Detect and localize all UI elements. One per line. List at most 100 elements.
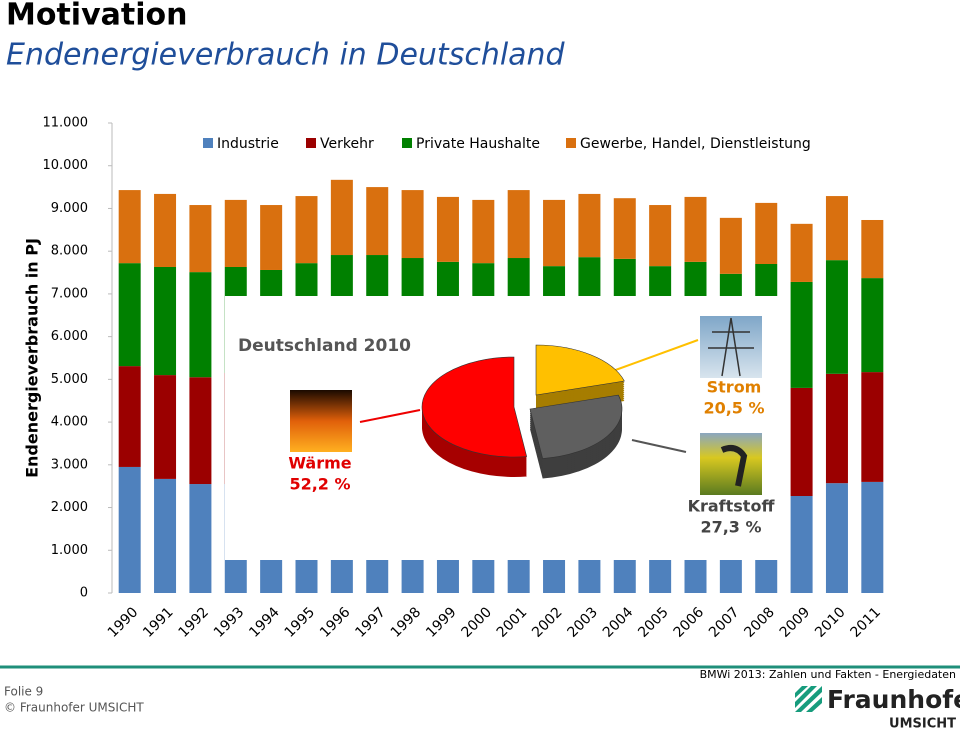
bar-segment <box>330 179 353 256</box>
logo-sub: UMSICHT <box>889 717 956 732</box>
nozzle-icon <box>720 445 748 487</box>
bar-segment <box>861 219 884 279</box>
logo-mark <box>795 686 822 712</box>
bar-segment <box>790 223 813 282</box>
y-tick-label: 0 <box>80 586 88 601</box>
leader-line <box>359 409 421 423</box>
legend-label: Industrie <box>217 136 279 152</box>
bar-segment <box>224 199 247 267</box>
y-tick-label: 3.000 <box>51 457 88 472</box>
x-tick-label: 2002 <box>529 604 566 641</box>
x-tick-label: 2004 <box>600 604 637 641</box>
pie-slice <box>529 394 623 459</box>
x-tick-label: 2011 <box>847 604 884 641</box>
x-tick-label: 1990 <box>105 604 142 641</box>
legend-swatch <box>203 138 213 148</box>
photo-fuel <box>700 433 762 495</box>
pie-value-label: 20,5 % <box>703 399 764 418</box>
photo-fire <box>290 390 352 452</box>
y-tick-label: 5.000 <box>51 372 88 387</box>
bar-segment <box>154 478 177 593</box>
bar-segment <box>118 190 141 264</box>
page-number: Folie 9 <box>4 685 43 699</box>
bar-segment <box>189 377 212 485</box>
pie-label: Kraftstoff <box>688 497 776 516</box>
y-tick-label: 9.000 <box>51 201 88 216</box>
bar-segment <box>507 190 530 259</box>
bar-segment <box>401 190 424 259</box>
bar-segment <box>613 198 636 259</box>
bar-segment <box>790 496 813 593</box>
leader-line <box>609 339 699 373</box>
y-tick-label: 8.000 <box>51 244 88 259</box>
x-tick-label: 2003 <box>565 604 602 641</box>
x-tick-label: 2009 <box>777 604 814 641</box>
pie-label: Wärme <box>288 454 351 473</box>
x-tick-label: 2007 <box>706 604 743 641</box>
x-tick-label: 1991 <box>140 604 177 641</box>
x-tick-label: 1995 <box>282 604 319 641</box>
pie-value-label: 52,2 % <box>289 475 350 494</box>
bar-segment <box>472 199 495 264</box>
x-tick-label: 1996 <box>317 604 354 641</box>
bar-segment <box>295 196 318 264</box>
bar-segment <box>719 217 742 274</box>
y-tick-label: 1.000 <box>51 543 88 558</box>
bar-segment <box>543 199 566 267</box>
x-tick-label: 1997 <box>352 604 389 641</box>
photo-pylons <box>700 316 762 378</box>
pylon-icon <box>708 317 754 377</box>
bar-segment <box>825 483 848 593</box>
bar-segment <box>366 187 389 256</box>
legend-swatch <box>402 138 412 148</box>
bar-segment <box>189 272 212 378</box>
bar-segment <box>825 373 848 484</box>
source: BMWi 2013: Zahlen und Fakten - Energieda… <box>700 668 956 681</box>
bar-segment <box>755 202 778 264</box>
bar-segment <box>578 193 601 258</box>
x-tick-label: 1994 <box>246 604 283 641</box>
x-tick-label: 1998 <box>388 604 425 641</box>
y-tick-label: 10.000 <box>43 158 89 173</box>
copyright: © Fraunhofer UMSICHT <box>4 701 144 715</box>
bar-segment <box>189 205 212 273</box>
bar-segment <box>118 366 141 467</box>
title: Motivation <box>6 0 187 33</box>
legend-swatch <box>306 138 316 148</box>
y-tick-label: 2.000 <box>51 500 88 515</box>
leader-line <box>631 439 687 453</box>
bar-segment <box>861 481 884 593</box>
bar-segment <box>861 278 884 373</box>
subtitle: Endenergieverbrauch in Deutschland <box>6 38 566 73</box>
pie-label: Strom <box>707 378 762 397</box>
logo: Fraunhofer <box>827 685 960 714</box>
x-tick-label: 2008 <box>741 604 778 641</box>
x-tick-label: 2005 <box>635 604 672 641</box>
bar-segment <box>861 372 884 482</box>
y-tick-label: 6.000 <box>51 329 88 344</box>
y-axis-label: Endenergieverbrauch in PJ <box>23 238 42 478</box>
bar-segment <box>118 263 141 367</box>
legend-label: Private Haushalte <box>416 136 540 152</box>
bar-segment <box>260 205 283 270</box>
bar-segment <box>436 196 459 262</box>
pie-chart: Wärme 52,2 % Strom 20,5 % Kraftstoff 27,3 % <box>288 344 776 537</box>
bar-segment <box>825 196 848 261</box>
legend-label: Gewerbe, Handel, Dienstleistung <box>580 136 811 152</box>
bar-segment <box>154 266 177 376</box>
x-tick-label: 1993 <box>211 604 248 641</box>
pie-value-label: 27,3 % <box>700 518 761 537</box>
bar-segment <box>118 466 141 593</box>
pie-slice <box>535 344 625 396</box>
x-tick-label: 2010 <box>812 604 849 641</box>
bar-segment <box>154 193 177 267</box>
x-tick-label: 1992 <box>176 604 213 641</box>
bar-segment <box>189 484 212 593</box>
bar-segment <box>790 387 813 497</box>
inset-title: Deutschland 2010 <box>238 336 411 356</box>
y-tick-label: 11.000 <box>43 116 89 131</box>
x-tick-label: 1999 <box>423 604 460 641</box>
legend-swatch <box>566 138 576 148</box>
